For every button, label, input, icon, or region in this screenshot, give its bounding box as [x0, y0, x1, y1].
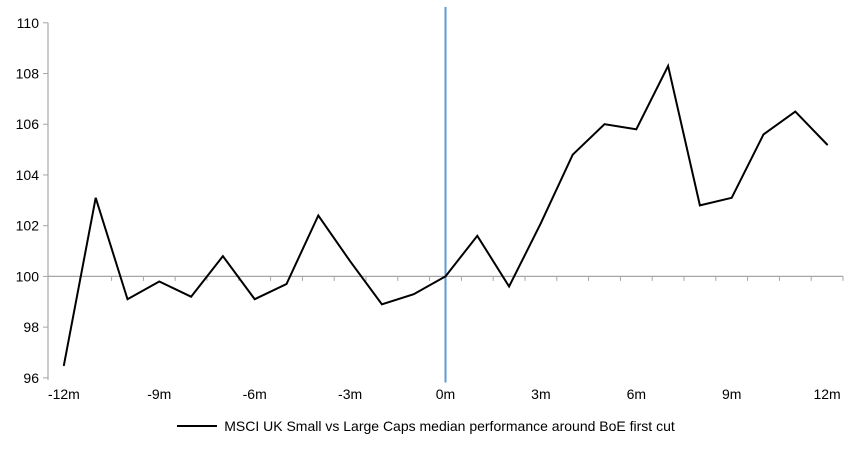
y-tick-label: 108 — [16, 66, 40, 82]
x-tick-label: -9m — [147, 386, 171, 402]
x-tick-label: -12m — [48, 386, 80, 402]
y-tick-label: 104 — [16, 167, 40, 183]
legend-line-sample-icon — [177, 425, 218, 427]
y-tick-label: 98 — [23, 319, 39, 335]
y-tick-label: 102 — [16, 218, 40, 234]
x-tick-label: 9m — [722, 386, 741, 402]
legend: MSCI UK Small vs Large Caps median perfo… — [0, 418, 852, 434]
x-tick-label: 0m — [436, 386, 455, 402]
x-tick-label: 12m — [813, 386, 840, 402]
y-tick-label: 106 — [16, 116, 40, 132]
legend-label: MSCI UK Small vs Large Caps median perfo… — [224, 418, 675, 434]
y-tick-label: 100 — [16, 268, 40, 284]
x-tick-label: -6m — [243, 386, 267, 402]
x-tick-label: -3m — [338, 386, 362, 402]
x-tick-label: 3m — [531, 386, 550, 402]
series-line — [62, 62, 829, 367]
x-tick-label: 6m — [627, 386, 646, 402]
y-tick-label: 110 — [17, 15, 40, 31]
y-tick-label: 96 — [23, 370, 39, 386]
